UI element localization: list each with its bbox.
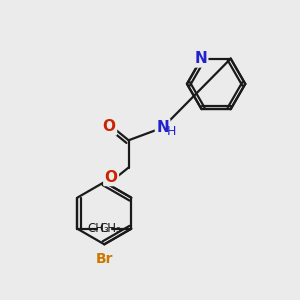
Text: N: N	[194, 51, 207, 66]
Text: Br: Br	[96, 252, 113, 266]
Text: O: O	[103, 119, 116, 134]
Text: CH₃: CH₃	[100, 222, 122, 235]
Text: H: H	[167, 125, 176, 138]
Text: O: O	[105, 170, 118, 185]
Text: N: N	[156, 120, 169, 135]
Text: CH₃: CH₃	[87, 222, 109, 235]
